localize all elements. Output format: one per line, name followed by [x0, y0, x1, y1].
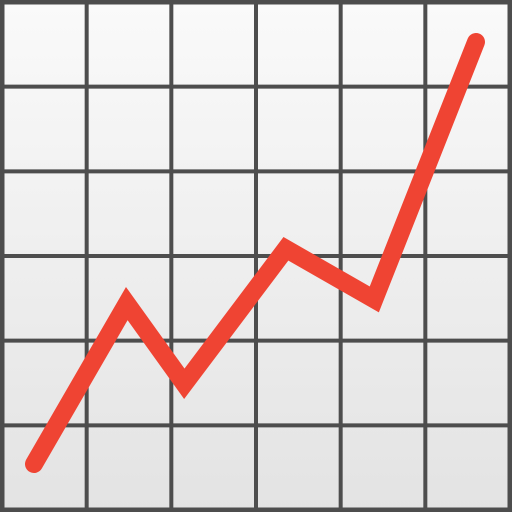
- trend-line: [25, 33, 485, 473]
